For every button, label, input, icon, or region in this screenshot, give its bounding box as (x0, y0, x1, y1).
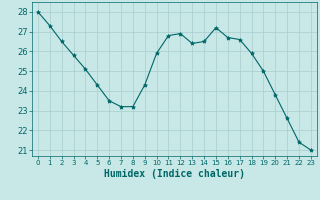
X-axis label: Humidex (Indice chaleur): Humidex (Indice chaleur) (104, 169, 245, 179)
